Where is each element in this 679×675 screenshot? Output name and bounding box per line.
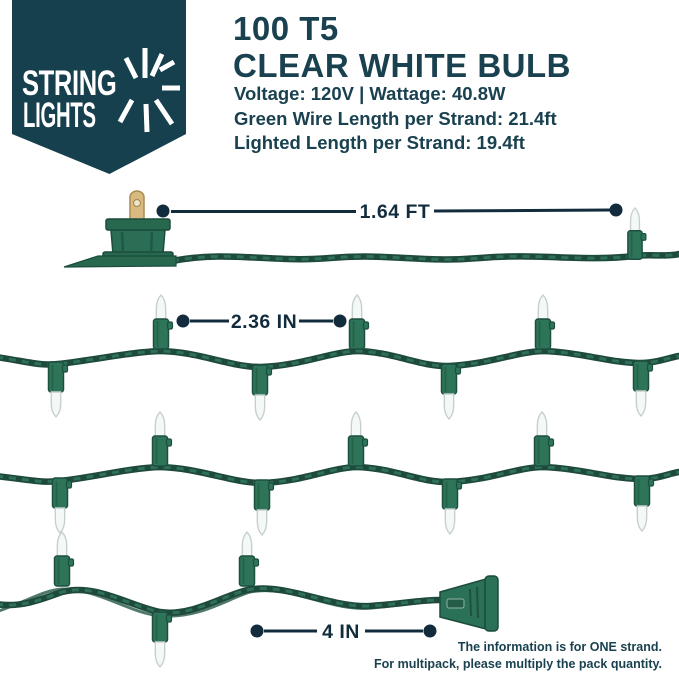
bulb bbox=[534, 294, 556, 350]
bulb bbox=[53, 531, 75, 587]
spec-lighted-length: Lighted Length per Strand: 19.4ft bbox=[234, 132, 525, 153]
footnote-line2: For multipack, please multiply the pack … bbox=[373, 657, 662, 671]
wire-row-2 bbox=[0, 347, 679, 371]
bulb bbox=[251, 364, 273, 421]
bulb bbox=[152, 294, 174, 350]
end-connector bbox=[439, 575, 499, 632]
measurement-label: 2.36 IN bbox=[231, 311, 297, 333]
brand-badge: STRING LIGHTS bbox=[12, 0, 186, 174]
spec-wire-length: Green Wire Length per Strand: 21.4ft bbox=[234, 107, 557, 129]
bulb bbox=[632, 360, 654, 417]
wire-row-4 bbox=[0, 585, 444, 618]
bulb bbox=[151, 611, 173, 668]
product-title: 100 T5 CLEAR WHITE BULB bbox=[233, 10, 571, 84]
product-title-line1: 100 T5 bbox=[233, 10, 339, 47]
bulb bbox=[441, 478, 463, 535]
bulb bbox=[238, 531, 260, 587]
bulb bbox=[348, 294, 370, 350]
bulb bbox=[253, 479, 275, 536]
measurement-label: 1.64 FT bbox=[360, 201, 431, 223]
brand-name-line1: STRING bbox=[22, 64, 117, 103]
prong-hole bbox=[132, 198, 142, 208]
bulb bbox=[626, 206, 647, 261]
bulb bbox=[533, 411, 555, 467]
bulb bbox=[633, 475, 655, 532]
measurement-last-bulb-to-end: 4 IN bbox=[250, 621, 437, 643]
measurement-label: 4 IN bbox=[322, 621, 360, 643]
footnote-line1: The information is for ONE strand. bbox=[457, 640, 662, 654]
measurement-bulb-spacing: 2.36 IN bbox=[176, 311, 347, 333]
spec-voltage-wattage: Voltage: 120V | Wattage: 40.8W bbox=[234, 83, 506, 104]
power-plug bbox=[63, 190, 177, 268]
brand-name-line2: LIGHTS bbox=[23, 96, 96, 135]
footnote: The information is for ONE strand. For m… bbox=[374, 639, 662, 673]
product-specs: Voltage: 120V | Wattage: 40.8W Green Wir… bbox=[234, 82, 557, 156]
bulb bbox=[51, 477, 73, 534]
bulb bbox=[347, 411, 369, 467]
bulb bbox=[151, 411, 173, 467]
sunburst-icon bbox=[117, 48, 180, 133]
bulb bbox=[440, 363, 462, 420]
bulb bbox=[47, 361, 69, 418]
product-title-line2: CLEAR WHITE BULB bbox=[233, 47, 571, 84]
measurement-plug-to-first-bulb: 1.64 FT bbox=[156, 201, 623, 223]
wire-row-1 bbox=[168, 250, 679, 265]
wire-row-3 bbox=[0, 463, 679, 487]
